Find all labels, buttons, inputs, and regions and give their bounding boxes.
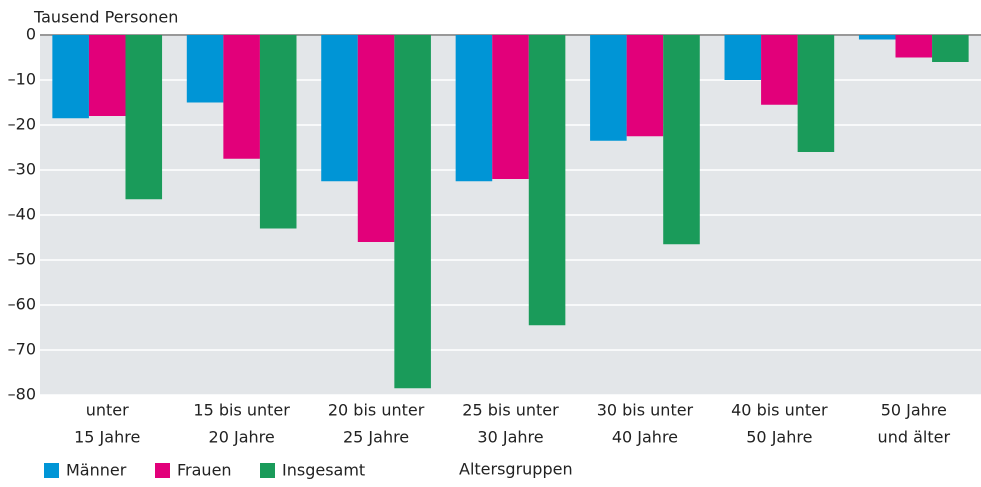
x-tick-label: 25 Jahre (343, 428, 409, 447)
y-tick-label: –30 (8, 160, 36, 179)
x-tick-label: 20 Jahre (209, 428, 275, 447)
legend-swatch (44, 463, 59, 478)
x-tick-label: 25 bis unter (462, 401, 559, 420)
bar (895, 35, 933, 58)
x-tick-label: 20 bis unter (328, 401, 425, 420)
x-tick-label: 40 bis unter (731, 401, 828, 420)
y-axis-label: Tausend Personen (33, 8, 178, 27)
y-tick-label: –60 (8, 295, 36, 314)
bar (125, 35, 163, 200)
x-tick-label: 30 bis unter (597, 401, 694, 420)
bar (259, 35, 297, 229)
bar (932, 35, 969, 62)
legend-label: Frauen (177, 461, 232, 480)
bar (492, 35, 529, 179)
x-tick-label: unter (86, 401, 129, 420)
y-tick-label: –10 (8, 70, 36, 89)
x-tick-label: 40 Jahre (612, 428, 678, 447)
legend-label: Insgesamt (282, 461, 365, 480)
x-tick-label: 15 bis unter (193, 401, 290, 420)
x-tick-label: 50 Jahre (881, 401, 947, 420)
x-tick-label: 15 Jahre (74, 428, 140, 447)
bar (797, 35, 835, 152)
bar (761, 35, 798, 105)
x-axis-label: Altersgruppen (459, 460, 573, 479)
y-tick-label: –20 (8, 115, 36, 134)
bar (88, 35, 126, 116)
bar (724, 35, 762, 80)
bar (858, 35, 896, 40)
x-tick-label: und älter (878, 428, 951, 447)
bar (626, 35, 664, 137)
legend-label: Männer (66, 461, 127, 480)
y-tick-label: 0 (26, 25, 36, 44)
y-tick-label: –70 (8, 340, 36, 359)
y-tick-label: –50 (8, 250, 36, 269)
bar (455, 35, 493, 182)
bar (321, 35, 358, 182)
bar (186, 35, 224, 103)
bar (663, 35, 700, 245)
bar (590, 35, 627, 141)
x-tick-label: 50 Jahre (746, 428, 812, 447)
bar (394, 35, 431, 389)
bar (52, 35, 89, 119)
y-tick-label: –40 (8, 205, 36, 224)
bar (223, 35, 260, 159)
legend-swatch (260, 463, 275, 478)
y-tick-label: –80 (8, 385, 36, 404)
bar (528, 35, 566, 326)
bar (357, 35, 395, 242)
x-tick-label: 30 Jahre (477, 428, 543, 447)
legend-swatch (155, 463, 170, 478)
